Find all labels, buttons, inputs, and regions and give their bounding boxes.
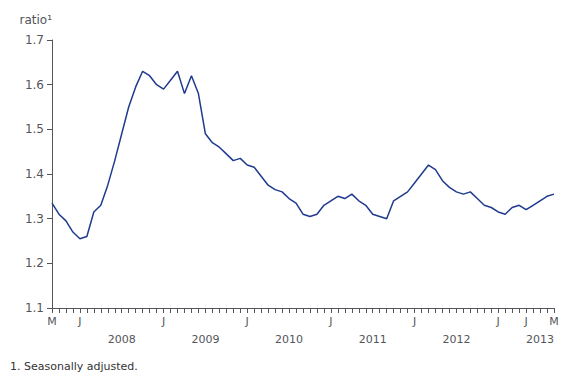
svg-text:J: J — [245, 315, 249, 328]
svg-text:J: J — [328, 315, 332, 328]
svg-text:1.4: 1.4 — [25, 167, 44, 181]
svg-text:2008: 2008 — [108, 333, 136, 346]
svg-text:1.6: 1.6 — [25, 78, 44, 92]
svg-text:J: J — [523, 315, 527, 328]
svg-text:J: J — [496, 315, 500, 328]
svg-text:J: J — [412, 315, 416, 328]
svg-text:M: M — [549, 315, 559, 328]
svg-text:1. Seasonally adjusted.: 1. Seasonally adjusted. — [10, 360, 138, 373]
svg-text:2009: 2009 — [191, 333, 219, 346]
svg-text:1.3: 1.3 — [25, 212, 44, 226]
svg-text:M: M — [47, 315, 57, 328]
svg-text:ratio¹: ratio¹ — [20, 13, 53, 27]
svg-text:J: J — [161, 315, 165, 328]
svg-text:2012: 2012 — [442, 333, 470, 346]
svg-text:1.2: 1.2 — [25, 256, 44, 270]
svg-text:1.1: 1.1 — [25, 301, 44, 315]
svg-text:2010: 2010 — [275, 333, 303, 346]
svg-text:1.7: 1.7 — [25, 33, 44, 47]
svg-text:J: J — [77, 315, 81, 328]
svg-text:2013: 2013 — [526, 333, 554, 346]
svg-text:2011: 2011 — [359, 333, 387, 346]
svg-text:1.5: 1.5 — [25, 122, 44, 136]
